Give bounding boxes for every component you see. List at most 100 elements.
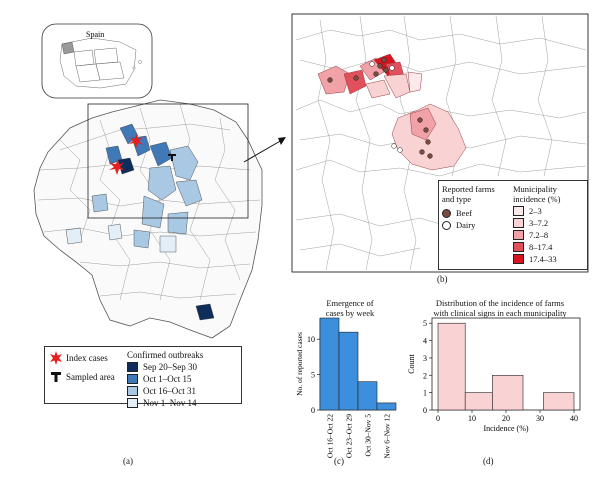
incidence-class-label: 17.4–33 [529, 254, 557, 264]
outbreak-period-swatch [127, 362, 138, 372]
incidence-class-label: 2–3 [529, 206, 542, 216]
farm-markers [327, 57, 433, 159]
outbreak-period-swatch [127, 398, 138, 408]
outbreak-period-row: Nov 1–Nov 14 [127, 397, 203, 409]
sampled-area-label: Sampled area [66, 372, 115, 382]
incidence-class-swatch [513, 254, 524, 264]
farm-type-legend: Reported farms and type Beef Dairy [442, 184, 495, 231]
farm-type-row: Beef [442, 207, 495, 219]
farm-type-swatch [442, 208, 451, 218]
incidence-class-label: 7.2–8 [529, 230, 549, 240]
chart-c-title-line-2: cases by week [325, 308, 375, 318]
chart-c-title: Emergence of cases by week [300, 298, 400, 318]
incidence-class-row: 3–7.2 [513, 217, 560, 229]
zoom-arrow [243, 139, 283, 163]
incidence-class-row: 17.4–33 [513, 253, 560, 265]
chart-d-x-tick-label: 30 [536, 414, 544, 423]
panel-d-label: (d) [483, 456, 494, 466]
outbreak-period-label: Nov 1–Nov 14 [143, 398, 197, 408]
chart-d-y-tick-label: 0 [423, 406, 427, 415]
chart-c-x-tick-label: Oct 30–Nov 5 [364, 414, 373, 457]
zoom-rectangle [87, 103, 249, 219]
incidence-class-row: 7.2–8 [513, 229, 560, 241]
outbreak-period-swatch [127, 374, 138, 384]
chart-d-x-tick-label: 0 [436, 414, 440, 423]
incidence-class-row: 8–17.4 [513, 241, 560, 253]
incidence-title-1: Municipality [513, 184, 557, 194]
chart-c-x-tick-label: Oct 16–Oct 22 [326, 414, 335, 458]
chart-d-bar [464, 392, 493, 411]
panel-c-label: (c) [334, 456, 344, 466]
chart-c-title-line-1: Emergence of [326, 298, 374, 308]
incidence-class-swatch [513, 206, 524, 216]
index-case-icon [50, 351, 62, 365]
chart-c-bar [338, 331, 359, 411]
incidence-areas [317, 53, 467, 171]
chart-d-y-tick-label: 2 [423, 371, 427, 380]
chart-c-y-tick-label: 0 [311, 406, 315, 415]
incidence-histogram: 0 1 2 3 4 5 0 10 20 30 40 Incidence (%) Count [407, 317, 581, 433]
outbreak-legend: Confirmed outbreaks Sep 20–Sep 30 Oct 1–O… [127, 350, 203, 409]
panel-a-label: (a) [123, 456, 133, 466]
zoom-map-legend: Reported farms and type Beef Dairy Munici… [438, 180, 588, 270]
farm-type-swatch [442, 220, 451, 230]
zoom-municipality-borders [295, 15, 587, 271]
chart-d-bar [543, 392, 575, 411]
outbreak-period-row: Sep 20–Sep 30 [127, 361, 203, 373]
outbreak-legend-title: Confirmed outbreaks [127, 350, 204, 360]
incidence-legend: Municipality incidence (%) 2–3 3–7.2 7.2–8… [513, 184, 560, 265]
chart-c-bar [319, 317, 340, 411]
farm-type-label: Beef [456, 208, 473, 218]
outbreak-period-swatch [127, 386, 138, 396]
panel-b-label: (b) [437, 274, 448, 284]
chart-d-title: Distribution of the incidence of farms w… [408, 298, 592, 318]
index-case-label: Index cases [66, 353, 108, 363]
outbreak-areas [65, 123, 215, 321]
sampled-area-marker [168, 154, 176, 161]
chart-c-bar [376, 402, 397, 411]
chart-d-y-tick-label: 4 [423, 337, 427, 346]
marker-legend: Index cases Sampled area Confirmed outbr… [44, 346, 242, 408]
chart-d-bar [437, 322, 466, 411]
chart-d-y-tick-label: 1 [423, 389, 427, 398]
chart-d-x-label: Incidence (%) [483, 424, 528, 433]
farm-type-label: Dairy [456, 220, 476, 230]
index-case-legend-row: Index cases [49, 351, 108, 365]
incidence-class-swatch [513, 218, 524, 228]
sampled-area-legend-row: Sampled area [49, 371, 115, 383]
chart-d-x-tick-label: 20 [502, 414, 510, 423]
chart-d-bar [492, 374, 524, 411]
incidence-class-label: 8–17.4 [529, 242, 553, 252]
farm-type-row: Dairy [442, 219, 495, 231]
chart-d-y-label: Count [407, 353, 416, 373]
chart-c-y-label: No. of reported cases [295, 332, 304, 396]
chart-c-x-tick-label: Oct 23–Oct 29 [345, 414, 354, 458]
farm-type-title-2: and type [442, 194, 472, 204]
outbreak-period-row: Oct 16–Oct 31 [127, 385, 203, 397]
chart-d-title-line-1: Distribution of the incidence of farms [435, 298, 565, 308]
outbreak-period-label: Oct 1–Oct 15 [143, 374, 192, 384]
spain-label: Spain [86, 30, 104, 39]
chart-d-y-tick-label: 5 [423, 319, 427, 328]
chart-d-x-tick-label: 10 [468, 414, 476, 423]
incidence-class-swatch [513, 230, 524, 240]
chart-c-y-tick-label: 10 [307, 335, 315, 344]
chart-d-y-tick-label: 3 [423, 354, 427, 363]
index-case-marker [109, 134, 143, 175]
farm-type-title-1: Reported farms [442, 184, 495, 194]
chart-d-x-tick-label: 40 [570, 414, 578, 423]
sampled-area-icon [51, 372, 61, 382]
chart-c-x-tick-label: Nov 6–Nov 12 [383, 414, 392, 459]
outbreak-period-row: Oct 1–Oct 15 [127, 373, 203, 385]
chart-c-y-tick-label: 5 [311, 371, 315, 380]
spain-inset-map [59, 37, 142, 89]
outbreak-period-label: Sep 20–Sep 30 [143, 362, 197, 372]
incidence-class-row: 2–3 [513, 205, 560, 217]
incidence-title-2: incidence (%) [513, 194, 561, 204]
chart-c-bar [357, 381, 378, 411]
incidence-class-label: 3–7.2 [529, 218, 549, 228]
outbreak-period-label: Oct 16–Oct 31 [143, 386, 196, 396]
chart-d-title-line-2: with clinical signs in each municipality [433, 308, 567, 318]
